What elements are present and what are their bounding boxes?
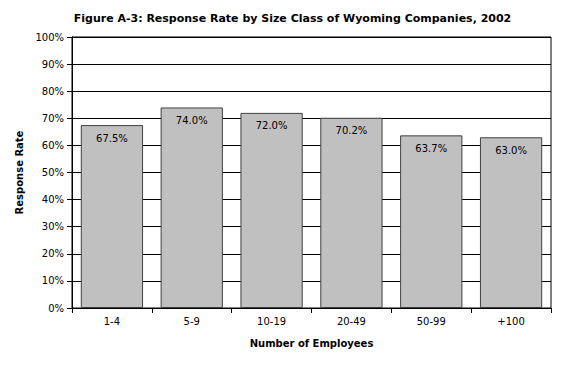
svg-text:63.7%: 63.7% <box>415 143 447 154</box>
svg-text:50-99: 50-99 <box>417 316 446 327</box>
svg-text:Number of Employees: Number of Employees <box>250 338 374 349</box>
svg-text:74.0%: 74.0% <box>176 115 208 126</box>
svg-text:63.0%: 63.0% <box>495 145 527 156</box>
svg-text:5-9: 5-9 <box>184 316 200 327</box>
svg-text:70.2%: 70.2% <box>336 125 368 136</box>
svg-text:+100: +100 <box>497 316 524 327</box>
svg-text:60%: 60% <box>42 140 64 151</box>
svg-text:80%: 80% <box>42 86 64 97</box>
svg-text:30%: 30% <box>42 221 64 232</box>
svg-text:67.5%: 67.5% <box>96 133 128 144</box>
svg-text:72.0%: 72.0% <box>256 120 288 131</box>
svg-text:20-49: 20-49 <box>337 316 366 327</box>
svg-text:Response Rate: Response Rate <box>14 130 25 214</box>
svg-text:10-19: 10-19 <box>257 316 286 327</box>
svg-text:10%: 10% <box>42 275 64 286</box>
svg-text:1-4: 1-4 <box>104 316 120 327</box>
svg-text:50%: 50% <box>42 167 64 178</box>
svg-text:40%: 40% <box>42 194 64 205</box>
svg-text:0%: 0% <box>48 303 64 314</box>
svg-text:100%: 100% <box>35 32 64 43</box>
svg-text:20%: 20% <box>42 248 64 259</box>
svg-text:Figure A-3: Response Rate by S: Figure A-3: Response Rate by Size Class … <box>74 12 512 25</box>
svg-text:70%: 70% <box>42 113 64 124</box>
svg-text:90%: 90% <box>42 59 64 70</box>
